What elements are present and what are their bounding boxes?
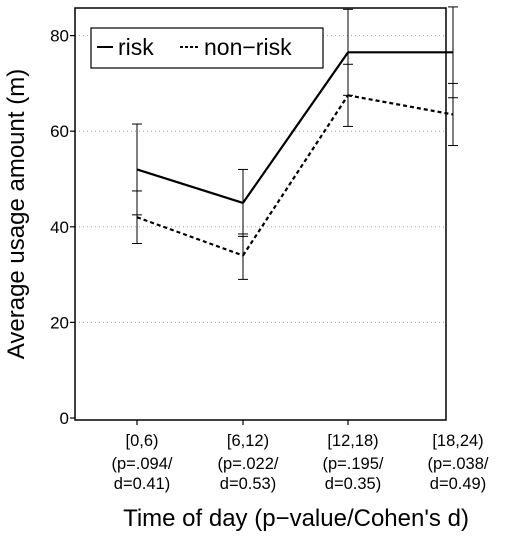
error-bar-non-risk-0 (132, 190, 142, 245)
x-tick-stat-0-0: (p=.094/ (111, 455, 172, 473)
series-layer (132, 6, 458, 280)
legend: risk non−risk (90, 27, 324, 69)
y-tick-label-40: 40 (50, 218, 69, 237)
x-tick-label-0-6: [0,6) (125, 432, 158, 450)
error-bar-non-risk-1 (238, 233, 248, 280)
y-tick-label-20: 20 (50, 313, 69, 332)
y-tick-label-0: 0 (60, 409, 69, 428)
plot-frame (74, 7, 447, 421)
y-axis-label: Average usage amount (m) (3, 69, 30, 359)
x-tick-stat-0-1: d=0.41) (114, 475, 170, 493)
x-tick-label-12-18: [12,18) (327, 432, 378, 450)
x-tick-label-6-12: [6,12) (227, 432, 269, 450)
line-segment-non-risk-2 (347, 94, 454, 116)
x-axis-label: Time of day (p−value/Cohen's d) (123, 505, 469, 532)
x-tick-stat-2-1: d=0.35) (325, 475, 381, 493)
x-tick-stat-3-0: (p=.038/ (427, 455, 488, 473)
line-segment-risk-1 (242, 51, 349, 204)
x-tick-stat-2-0: (p=.195/ (322, 455, 383, 473)
series-risk (132, 6, 458, 237)
series-non-risk (132, 63, 458, 280)
x-tick-stat-3-1: d=0.49) (430, 475, 486, 493)
line-segment-non-risk-0 (136, 216, 244, 257)
y-tick-label-60: 60 (50, 122, 69, 141)
x-tick-stat-1-1: d=0.53) (220, 475, 276, 493)
y-ticks: 0 20 40 60 80 (50, 27, 75, 428)
line-segment-risk-0 (136, 168, 244, 204)
line-segment-non-risk-1 (242, 94, 349, 257)
legend-box (90, 27, 324, 69)
x-tick-label-18-24: [18,24) (432, 432, 483, 450)
x-ticks: [0,6) (p=.094/d=0.41) [6,12) (p=.022/d=0.53… (111, 420, 489, 493)
legend-label-non-risk: non−risk (204, 34, 292, 60)
legend-label-risk: risk (118, 34, 154, 60)
y-tick-label-80: 80 (50, 27, 69, 46)
x-tick-stat-1-0: (p=.022/ (217, 455, 278, 473)
